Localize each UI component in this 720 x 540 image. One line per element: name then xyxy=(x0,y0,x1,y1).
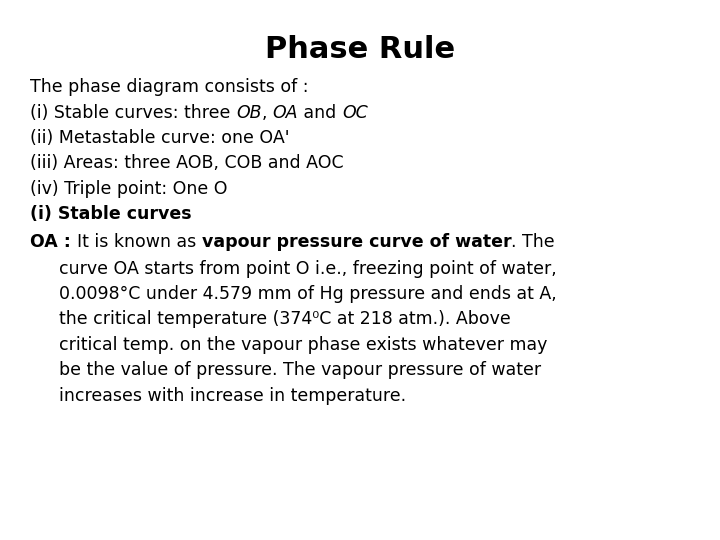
Text: OB: OB xyxy=(236,104,261,122)
Text: . The: . The xyxy=(511,233,555,251)
Text: OC: OC xyxy=(342,104,368,122)
Text: the critical temperature (374⁰C at 218 atm.). Above: the critical temperature (374⁰C at 218 a… xyxy=(59,310,510,328)
Text: and: and xyxy=(298,104,342,122)
Text: be the value of pressure. The vapour pressure of water: be the value of pressure. The vapour pre… xyxy=(59,361,541,379)
Text: curve OA starts from point O i.e., freezing point of water,: curve OA starts from point O i.e., freez… xyxy=(59,260,557,278)
Text: OA: OA xyxy=(273,104,298,122)
Text: (i) Stable curves: (i) Stable curves xyxy=(30,205,192,223)
Text: (ii) Metastable curve: one OA': (ii) Metastable curve: one OA' xyxy=(30,129,289,147)
Text: (i) Stable curves: three: (i) Stable curves: three xyxy=(30,104,236,122)
Text: vapour pressure curve of water: vapour pressure curve of water xyxy=(202,233,511,251)
Text: increases with increase in temperature.: increases with increase in temperature. xyxy=(59,387,406,404)
Text: It is known as: It is known as xyxy=(77,233,202,251)
Text: (iii) Areas: three AOB, COB and AOC: (iii) Areas: three AOB, COB and AOC xyxy=(30,154,344,172)
Text: The phase diagram consists of :: The phase diagram consists of : xyxy=(30,78,309,96)
Text: OA :: OA : xyxy=(30,233,77,251)
Text: (iv) Triple point: One O: (iv) Triple point: One O xyxy=(30,180,228,198)
Text: critical temp. on the vapour phase exists whatever may: critical temp. on the vapour phase exist… xyxy=(59,336,547,354)
Text: Phase Rule: Phase Rule xyxy=(265,35,455,64)
Text: 0.0098°C under 4.579 mm of Hg pressure and ends at A,: 0.0098°C under 4.579 mm of Hg pressure a… xyxy=(59,285,557,303)
Text: ,: , xyxy=(261,104,273,122)
